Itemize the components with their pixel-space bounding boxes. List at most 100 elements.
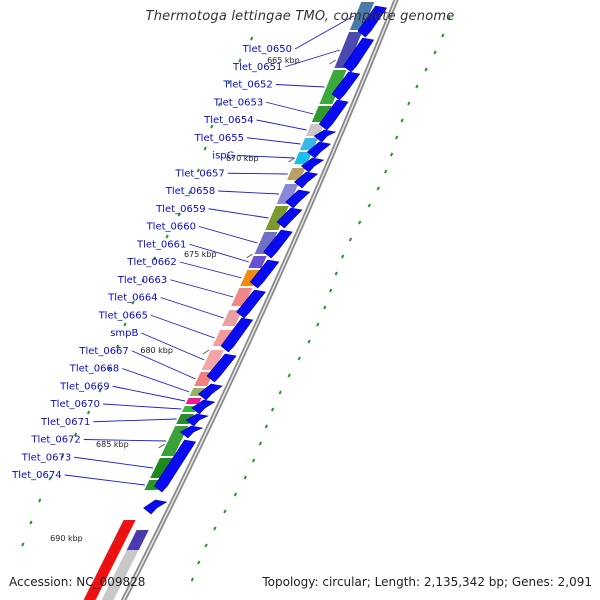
gc-dash	[115, 344, 120, 349]
tick-label: 680 kbp	[140, 346, 173, 355]
gc-dash	[123, 322, 127, 327]
forward-cds-tlet_0660[interactable]	[254, 232, 278, 254]
gc-dash	[287, 373, 291, 378]
gene-label-tlet_0674[interactable]: Tlet_0674	[11, 470, 61, 481]
gc-dash	[415, 84, 419, 89]
gene-label-tlet_0668[interactable]: Tlet_0668	[69, 364, 119, 375]
gene-label-tlet_0654[interactable]: Tlet_0654	[203, 115, 253, 126]
forward-cds-block[interactable]	[83, 520, 136, 600]
gene-label-tlet_0665[interactable]: Tlet_0665	[98, 310, 148, 321]
gc-dash	[376, 186, 380, 191]
forward-cds-tlet_0661[interactable]	[248, 256, 267, 268]
forward-cds-block[interactable]	[126, 530, 149, 550]
forward-cds-tlet_0652[interactable]	[319, 70, 347, 104]
reverse-cds-arrow[interactable]	[331, 71, 361, 101]
reverse-cds-arrow[interactable]	[191, 399, 216, 415]
gc-dash	[223, 509, 227, 514]
forward-cds-tlet_0663[interactable]	[231, 288, 253, 306]
gene-label-tlet_0651[interactable]: Tlet_0651	[232, 62, 282, 73]
gene-label-ispg[interactable]: ispG	[212, 151, 234, 162]
reverse-cds-arrow[interactable]	[249, 259, 280, 289]
gene-label-tlet_0659[interactable]: Tlet_0659	[155, 204, 205, 215]
gc-dash	[204, 543, 208, 548]
forward-cds-tlet_0669[interactable]	[185, 398, 202, 404]
reverse-cds-arrow[interactable]	[357, 5, 388, 38]
forward-cds-tlet_0659[interactable]	[265, 206, 289, 230]
gc-dash	[210, 124, 214, 129]
gene-label-tlet_0663[interactable]: Tlet_0663	[117, 275, 167, 286]
reverse-cds-arrow[interactable]	[343, 37, 375, 73]
gc-dash	[258, 441, 263, 446]
gc-dash	[233, 492, 238, 497]
gene-label-tlet_0650[interactable]: Tlet_0650	[242, 44, 292, 55]
leader-line	[246, 137, 301, 145]
gene-label-tlet_0673[interactable]: Tlet_0673	[21, 452, 71, 463]
reverse-cds-arrow[interactable]	[276, 207, 303, 229]
gene-label-tlet_0662[interactable]: Tlet_0662	[126, 257, 176, 268]
gene-label-tlet_0652[interactable]: Tlet_0652	[222, 80, 272, 91]
gene-label-tlet_0657[interactable]: Tlet_0657	[174, 168, 224, 179]
forward-cds-tlet_0650[interactable]	[349, 2, 375, 30]
forward-cds-tlet_0664[interactable]	[222, 310, 243, 326]
gc-dash	[141, 278, 145, 283]
gene-label-tlet_0653[interactable]: Tlet_0653	[213, 97, 263, 108]
gene-label-tlet_0670[interactable]: Tlet_0670	[50, 399, 100, 410]
reverse-cds-arrow[interactable]	[313, 129, 337, 143]
reverse-cds-arrow[interactable]	[318, 99, 349, 131]
forward-cds-tlet_0672[interactable]	[160, 426, 189, 456]
backbone-highlight	[122, 0, 397, 600]
gc-dash	[227, 80, 231, 85]
gc-dash	[60, 454, 64, 459]
forward-cds-smpb[interactable]	[201, 350, 224, 370]
leader-line	[131, 350, 196, 380]
gene-label-tlet_0672[interactable]: Tlet_0672	[30, 435, 80, 446]
gc-dash	[334, 271, 338, 276]
reverse-cds-arrow[interactable]	[206, 353, 237, 383]
gc-dash	[407, 101, 411, 106]
gc-dash	[400, 118, 404, 123]
gc-dash	[316, 322, 320, 327]
gc-dash	[29, 520, 33, 525]
forward-cds-tlet_0658[interactable]	[276, 184, 299, 204]
genome-stats-text: Topology: circular; Length: 2,135,342 bp…	[262, 575, 592, 589]
gene-label-tlet_0660[interactable]: Tlet_0660	[146, 222, 196, 233]
leader-line	[170, 279, 234, 298]
genome-backbone	[120, 0, 399, 600]
forward-cds-ispg[interactable]	[293, 152, 313, 164]
reverse-cds-arrow[interactable]	[300, 157, 325, 173]
reverse-cds-arrow[interactable]	[143, 499, 168, 515]
leader-line	[112, 385, 186, 402]
reverse-cds-arrow[interactable]	[306, 141, 332, 159]
gene-label-tlet_0658[interactable]: Tlet_0658	[165, 186, 215, 197]
forward-cds-tlet_0662[interactable]	[240, 270, 261, 286]
forward-cds-tlet_0651[interactable]	[334, 32, 363, 68]
gc-dash	[213, 526, 217, 531]
reverse-cds-arrow[interactable]	[263, 229, 293, 259]
reverse-cds-arrow[interactable]	[179, 425, 204, 439]
gc-dash	[190, 577, 194, 582]
reverse-cds-arrow[interactable]	[294, 171, 319, 189]
reverse-cds-arrow[interactable]	[185, 413, 209, 427]
tick-label: 665 kbp	[267, 56, 300, 65]
reverse-cds-arrow[interactable]	[236, 289, 266, 319]
reverse-cds-arrow[interactable]	[220, 317, 254, 353]
gene-label-tlet_0661[interactable]: Tlet_0661	[136, 239, 186, 250]
gc-dash	[367, 203, 371, 208]
gc-dash	[433, 50, 437, 55]
forward-cds-tlet_0673[interactable]	[150, 458, 173, 478]
gene-label-tlet_0655[interactable]: Tlet_0655	[194, 133, 244, 144]
gene-label-tlet_0664[interactable]: Tlet_0664	[107, 293, 157, 304]
reverse-cds-arrow[interactable]	[153, 439, 197, 493]
forward-cds-tlet_0665[interactable]	[212, 330, 234, 346]
leader-line	[141, 332, 205, 361]
forward-cds-tlet_0653[interactable]	[311, 106, 332, 122]
gene-label-tlet_0671[interactable]: Tlet_0671	[40, 417, 90, 428]
gc-dash	[165, 234, 169, 239]
gene-label-tlet_0669[interactable]: Tlet_0669	[59, 381, 109, 392]
gene-label-tlet_0667[interactable]: Tlet_0667	[78, 346, 128, 357]
reverse-cds-arrow[interactable]	[198, 383, 223, 401]
reverse-cds-arrow[interactable]	[285, 189, 311, 209]
leader-line	[237, 155, 295, 159]
gene-label-smpb[interactable]: smpB	[110, 328, 138, 339]
